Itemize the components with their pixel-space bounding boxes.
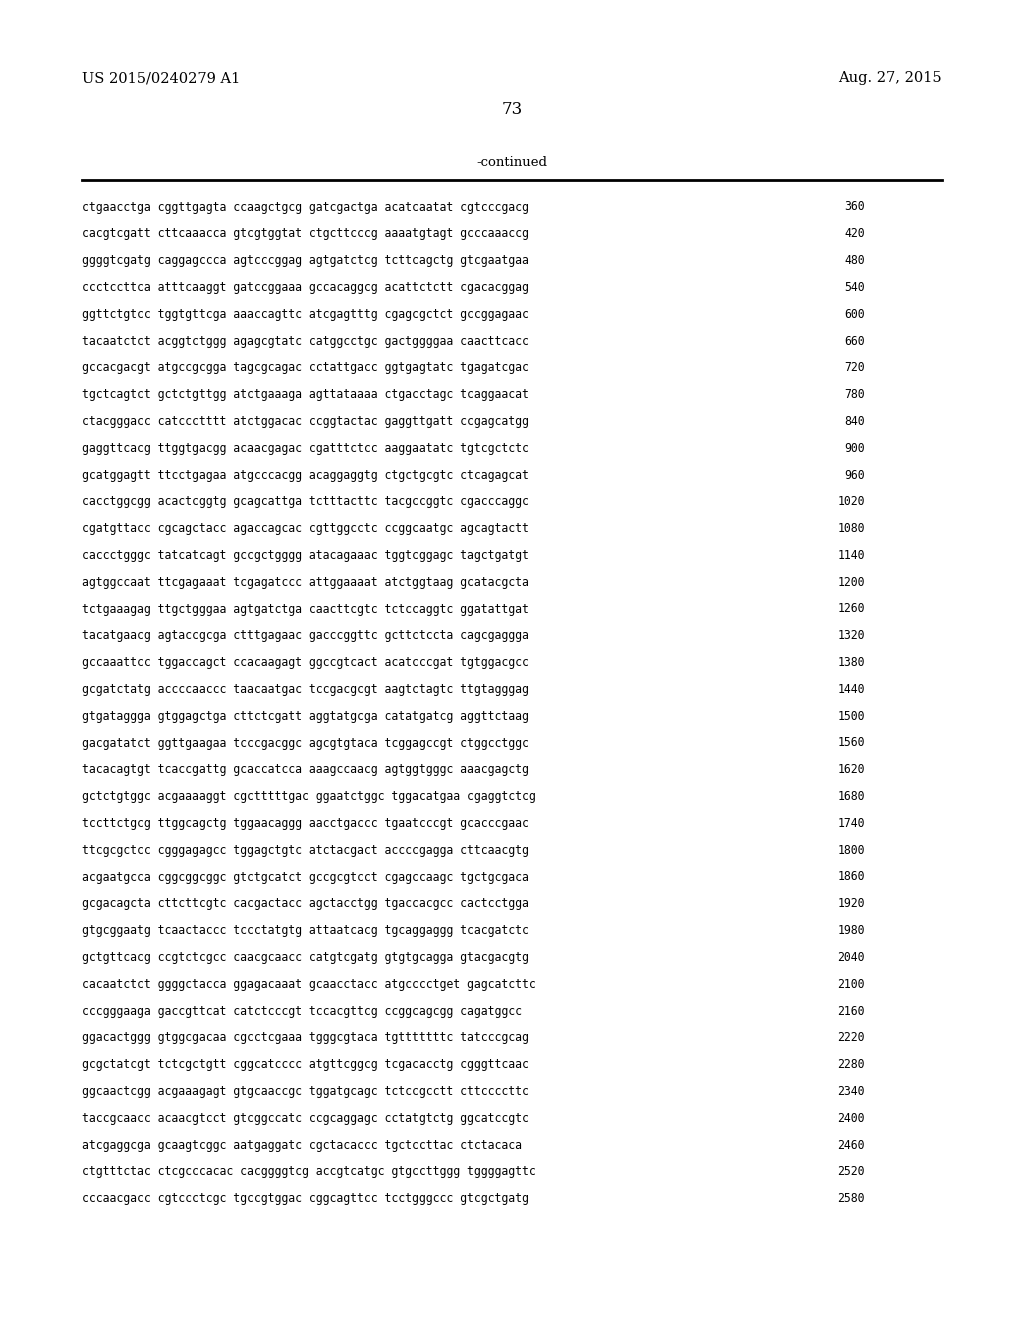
Text: tccttctgcg ttggcagctg tggaacaggg aacctgaccc tgaatcccgt gcacccgaac: tccttctgcg ttggcagctg tggaacaggg aacctga… — [82, 817, 528, 830]
Text: gacgatatct ggttgaagaa tcccgacggc agcgtgtaca tcggagccgt ctggcctggc: gacgatatct ggttgaagaa tcccgacggc agcgtgt… — [82, 737, 528, 750]
Text: 780: 780 — [845, 388, 865, 401]
Text: 720: 720 — [845, 362, 865, 375]
Text: 1380: 1380 — [838, 656, 865, 669]
Text: 2520: 2520 — [838, 1166, 865, 1179]
Text: cacctggcgg acactcggtg gcagcattga tctttacttc tacgccggtc cgacccaggc: cacctggcgg acactcggtg gcagcattga tctttac… — [82, 495, 528, 508]
Text: gcgacagcta cttcttcgtc cacgactacc agctacctgg tgaccacgcc cactcctgga: gcgacagcta cttcttcgtc cacgactacc agctacc… — [82, 898, 528, 911]
Text: gccacgacgt atgccgcgga tagcgcagac cctattgacc ggtgagtatc tgagatcgac: gccacgacgt atgccgcgga tagcgcagac cctattg… — [82, 362, 528, 375]
Text: -continued: -continued — [476, 156, 548, 169]
Text: 2340: 2340 — [838, 1085, 865, 1098]
Text: cccgggaaga gaccgttcat catctcccgt tccacgttcg ccggcagcgg cagatggcc: cccgggaaga gaccgttcat catctcccgt tccacgt… — [82, 1005, 522, 1018]
Text: 2400: 2400 — [838, 1111, 865, 1125]
Text: 1440: 1440 — [838, 682, 865, 696]
Text: ggcaactcgg acgaaagagt gtgcaaccgc tggatgcagc tctccgcctt cttccccttc: ggcaactcgg acgaaagagt gtgcaaccgc tggatgc… — [82, 1085, 528, 1098]
Text: 2280: 2280 — [838, 1059, 865, 1071]
Text: 1140: 1140 — [838, 549, 865, 562]
Text: 1920: 1920 — [838, 898, 865, 911]
Text: tacaatctct acggtctggg agagcgtatc catggcctgc gactggggaa caacttcacc: tacaatctct acggtctggg agagcgtatc catggcc… — [82, 334, 528, 347]
Text: gctctgtggc acgaaaaggt cgctttttgac ggaatctggc tggacatgaa cgaggtctcg: gctctgtggc acgaaaaggt cgctttttgac ggaatc… — [82, 791, 536, 803]
Text: 1680: 1680 — [838, 791, 865, 803]
Text: 660: 660 — [845, 334, 865, 347]
Text: 2220: 2220 — [838, 1031, 865, 1044]
Text: ccctccttca atttcaaggt gatccggaaa gccacaggcg acattctctt cgacacggag: ccctccttca atttcaaggt gatccggaaa gccacag… — [82, 281, 528, 294]
Text: 1020: 1020 — [838, 495, 865, 508]
Text: 1320: 1320 — [838, 630, 865, 643]
Text: gcgatctatg accccaaccc taacaatgac tccgacgcgt aagtctagtc ttgtagggag: gcgatctatg accccaaccc taacaatgac tccgacg… — [82, 682, 528, 696]
Text: ttcgcgctcc cgggagagcc tggagctgtc atctacgact accccgagga cttcaacgtg: ttcgcgctcc cgggagagcc tggagctgtc atctacg… — [82, 843, 528, 857]
Text: tacatgaacg agtaccgcga ctttgagaac gacccggttc gcttctccta cagcgaggga: tacatgaacg agtaccgcga ctttgagaac gacccgg… — [82, 630, 528, 643]
Text: 360: 360 — [845, 201, 865, 214]
Text: 73: 73 — [502, 102, 522, 119]
Text: gtgcggaatg tcaactaccc tccctatgtg attaatcacg tgcaggaggg tcacgatctc: gtgcggaatg tcaactaccc tccctatgtg attaatc… — [82, 924, 528, 937]
Text: 420: 420 — [845, 227, 865, 240]
Text: gccaaattcc tggaccagct ccacaagagt ggccgtcact acatcccgat tgtggacgcc: gccaaattcc tggaccagct ccacaagagt ggccgtc… — [82, 656, 528, 669]
Text: 2460: 2460 — [838, 1139, 865, 1151]
Text: 2580: 2580 — [838, 1192, 865, 1205]
Text: 1860: 1860 — [838, 870, 865, 883]
Text: 840: 840 — [845, 414, 865, 428]
Text: ggggtcgatg caggagccca agtcccggag agtgatctcg tcttcagctg gtcgaatgaa: ggggtcgatg caggagccca agtcccggag agtgatc… — [82, 255, 528, 267]
Text: ggacactggg gtggcgacaa cgcctcgaaa tgggcgtaca tgtttttttc tatcccgcag: ggacactggg gtggcgacaa cgcctcgaaa tgggcgt… — [82, 1031, 528, 1044]
Text: 480: 480 — [845, 255, 865, 267]
Text: US 2015/0240279 A1: US 2015/0240279 A1 — [82, 71, 241, 84]
Text: 1980: 1980 — [838, 924, 865, 937]
Text: tctgaaagag ttgctgggaa agtgatctga caacttcgtc tctccaggtc ggatattgat: tctgaaagag ttgctgggaa agtgatctga caacttc… — [82, 602, 528, 615]
Text: 960: 960 — [845, 469, 865, 482]
Text: caccctgggc tatcatcagt gccgctgggg atacagaaac tggtcggagc tagctgatgt: caccctgggc tatcatcagt gccgctgggg atacaga… — [82, 549, 528, 562]
Text: 2040: 2040 — [838, 950, 865, 964]
Text: cccaacgacc cgtccctcgc tgccgtggac cggcagttcc tcctgggccc gtcgctgatg: cccaacgacc cgtccctcgc tgccgtggac cggcagt… — [82, 1192, 528, 1205]
Text: gcgctatcgt tctcgctgtt cggcatcccc atgttcggcg tcgacacctg cgggttcaac: gcgctatcgt tctcgctgtt cggcatcccc atgttcg… — [82, 1059, 528, 1071]
Text: 1500: 1500 — [838, 710, 865, 723]
Text: ctgaacctga cggttgagta ccaagctgcg gatcgactga acatcaatat cgtcccgacg: ctgaacctga cggttgagta ccaagctgcg gatcgac… — [82, 201, 528, 214]
Text: 1740: 1740 — [838, 817, 865, 830]
Text: ctgtttctac ctcgcccacac cacggggtcg accgtcatgc gtgccttggg tggggagttc: ctgtttctac ctcgcccacac cacggggtcg accgtc… — [82, 1166, 536, 1179]
Text: gtgataggga gtggagctga cttctcgatt aggtatgcga catatgatcg aggttctaag: gtgataggga gtggagctga cttctcgatt aggtatg… — [82, 710, 528, 723]
Text: tacacagtgt tcaccgattg gcaccatcca aaagccaacg agtggtgggc aaacgagctg: tacacagtgt tcaccgattg gcaccatcca aaagcca… — [82, 763, 528, 776]
Text: cacgtcgatt cttcaaacca gtcgtggtat ctgcttcccg aaaatgtagt gcccaaaccg: cacgtcgatt cttcaaacca gtcgtggtat ctgcttc… — [82, 227, 528, 240]
Text: atcgaggcga gcaagtcggc aatgaggatc cgctacaccc tgctccttac ctctacaca: atcgaggcga gcaagtcggc aatgaggatc cgctaca… — [82, 1139, 522, 1151]
Text: 1620: 1620 — [838, 763, 865, 776]
Text: tgctcagtct gctctgttgg atctgaaaga agttataaaa ctgacctagc tcaggaacat: tgctcagtct gctctgttgg atctgaaaga agttata… — [82, 388, 528, 401]
Text: ctacgggacc catccctttt atctggacac ccggtactac gaggttgatt ccgagcatgg: ctacgggacc catccctttt atctggacac ccggtac… — [82, 414, 528, 428]
Text: acgaatgcca cggcggcggc gtctgcatct gccgcgtcct cgagccaagc tgctgcgaca: acgaatgcca cggcggcggc gtctgcatct gccgcgt… — [82, 870, 528, 883]
Text: 540: 540 — [845, 281, 865, 294]
Text: agtggccaat ttcgagaaat tcgagatccc attggaaaat atctggtaag gcatacgcta: agtggccaat ttcgagaaat tcgagatccc attggaa… — [82, 576, 528, 589]
Text: 1800: 1800 — [838, 843, 865, 857]
Text: 1260: 1260 — [838, 602, 865, 615]
Text: 1080: 1080 — [838, 523, 865, 535]
Text: gaggttcacg ttggtgacgg acaacgagac cgatttctcc aaggaatatc tgtcgctctc: gaggttcacg ttggtgacgg acaacgagac cgatttc… — [82, 442, 528, 454]
Text: 2160: 2160 — [838, 1005, 865, 1018]
Text: cacaatctct ggggctacca ggagacaaat gcaacctacc atgcccctget gagcatcttc: cacaatctct ggggctacca ggagacaaat gcaacct… — [82, 978, 536, 991]
Text: gcatggagtt ttcctgagaa atgcccacgg acaggaggtg ctgctgcgtc ctcagagcat: gcatggagtt ttcctgagaa atgcccacgg acaggag… — [82, 469, 528, 482]
Text: 900: 900 — [845, 442, 865, 454]
Text: 2100: 2100 — [838, 978, 865, 991]
Text: gctgttcacg ccgtctcgcc caacgcaacc catgtcgatg gtgtgcagga gtacgacgtg: gctgttcacg ccgtctcgcc caacgcaacc catgtcg… — [82, 950, 528, 964]
Text: ggttctgtcc tggtgttcga aaaccagttc atcgagtttg cgagcgctct gccggagaac: ggttctgtcc tggtgttcga aaaccagttc atcgagt… — [82, 308, 528, 321]
Text: Aug. 27, 2015: Aug. 27, 2015 — [839, 71, 942, 84]
Text: taccgcaacc acaacgtcct gtcggccatc ccgcaggagc cctatgtctg ggcatccgtc: taccgcaacc acaacgtcct gtcggccatc ccgcagg… — [82, 1111, 528, 1125]
Text: cgatgttacc cgcagctacc agaccagcac cgttggcctc ccggcaatgc agcagtactt: cgatgttacc cgcagctacc agaccagcac cgttggc… — [82, 523, 528, 535]
Text: 1200: 1200 — [838, 576, 865, 589]
Text: 600: 600 — [845, 308, 865, 321]
Text: 1560: 1560 — [838, 737, 865, 750]
